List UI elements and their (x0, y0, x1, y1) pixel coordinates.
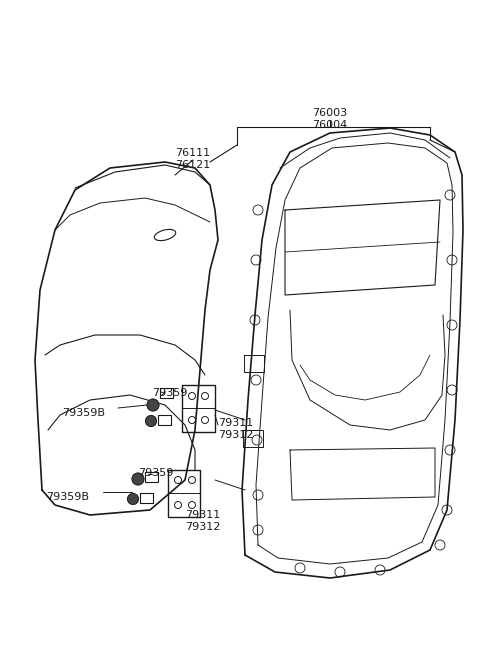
Circle shape (132, 473, 144, 485)
Text: 79311
79312: 79311 79312 (218, 418, 253, 440)
Text: 79359B: 79359B (46, 492, 89, 502)
Text: 76003
76004: 76003 76004 (312, 108, 348, 130)
Ellipse shape (154, 230, 176, 241)
Circle shape (128, 493, 139, 504)
Text: 79359: 79359 (152, 388, 187, 398)
Circle shape (147, 399, 159, 411)
Text: 76111
76121: 76111 76121 (175, 148, 211, 170)
Text: 79359: 79359 (138, 468, 173, 478)
Text: 79311
79312: 79311 79312 (185, 510, 220, 531)
Circle shape (145, 415, 156, 426)
Text: 79359B: 79359B (62, 408, 105, 418)
